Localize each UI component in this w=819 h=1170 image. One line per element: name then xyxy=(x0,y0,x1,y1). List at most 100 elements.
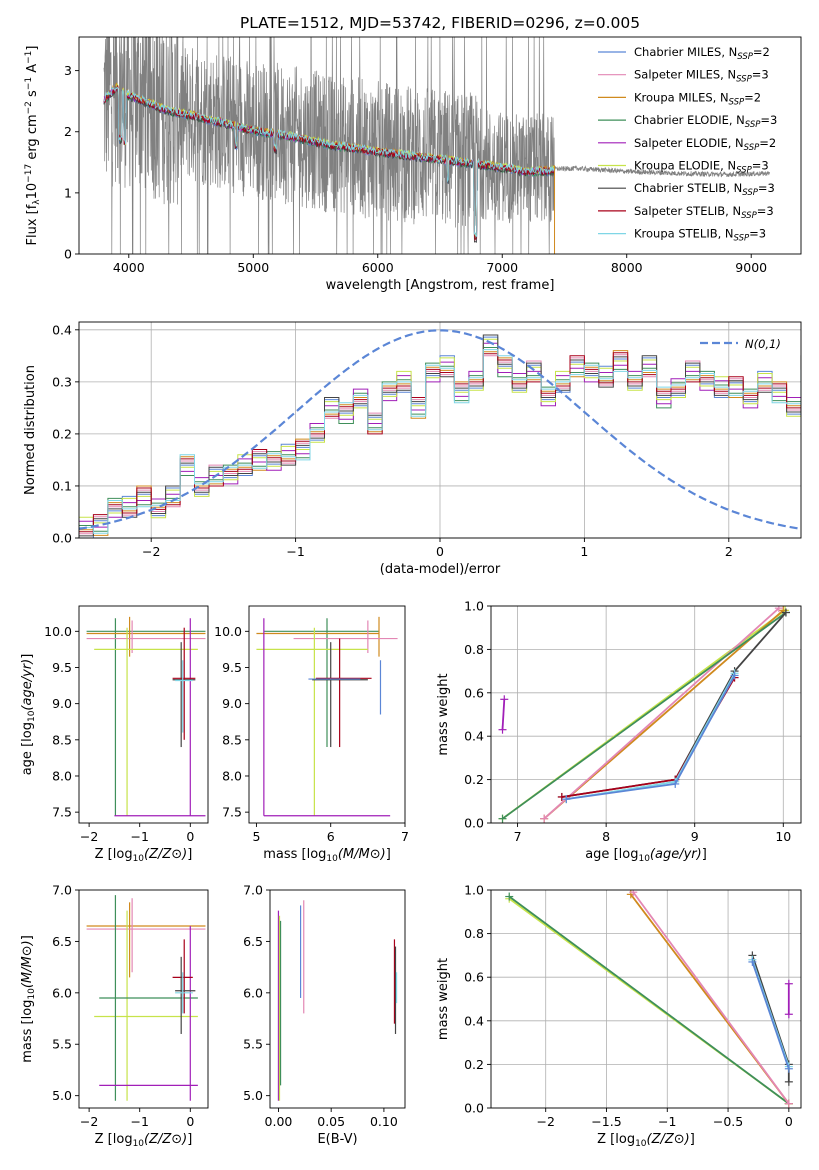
legend-label-2: Kroupa MILES, NSSP=2 xyxy=(634,90,761,107)
figure-title: PLATE=1512, MJD=53742, FIBERID=0296, z=0… xyxy=(240,14,640,32)
model-line-8 xyxy=(103,86,555,238)
weight-line-8 xyxy=(566,674,736,800)
mass-weight-vs-Z-panel: −2 −1.5 −1 −0.5 0 0.0 0.2 0.4 0.6 0.8 1.0 Z [log10(… xyxy=(436,883,802,1149)
plot-area xyxy=(277,900,398,1101)
x-tick-label: 7000 xyxy=(486,260,518,275)
y-tick-label: 5.0 xyxy=(52,1088,72,1103)
weight-line-2 xyxy=(508,895,790,1105)
x-tick-label: 0.10 xyxy=(370,1114,398,1129)
y-tick-label: 7.0 xyxy=(243,883,263,898)
age-vs-mass-panel: 5 6 7 7.5 8.0 8.5 9.0 9.5 10.0 mass [log10(M/M⊙)] xyxy=(214,605,409,864)
histogram-step-3 xyxy=(79,347,801,532)
residuals-panel: −2 −1 0 1 2 0.0 0.1 0.2 0.3 0.4 (data-model)/error… xyxy=(23,321,802,577)
y-tick-label: 0.4 xyxy=(464,1013,484,1028)
y-axis-label: mass [log10(M/M⊙)] xyxy=(20,935,37,1063)
x-tick-label: 2 xyxy=(725,544,733,559)
x-tick-label: 10 xyxy=(775,829,791,844)
x-tick-label: 8000 xyxy=(611,260,643,275)
x-tick-label: 9 xyxy=(691,829,699,844)
x-tick-label: 7 xyxy=(401,829,409,844)
x-tick-label: 4000 xyxy=(113,260,145,275)
x-tick-label: −1.5 xyxy=(591,1114,621,1129)
y-tick-label: 0.0 xyxy=(52,531,72,546)
plot-area xyxy=(256,616,398,817)
axes-frame xyxy=(78,36,802,255)
x-tick-label: 9000 xyxy=(735,260,767,275)
x-tick-label: 5000 xyxy=(237,260,269,275)
legend-label-7: Salpeter STELIB, NSSP=3 xyxy=(634,204,774,221)
axes-frame xyxy=(269,889,406,1109)
x-axis-label: E(B-V) xyxy=(317,1132,357,1147)
axes-frame xyxy=(490,605,802,824)
gaussian-curve xyxy=(79,329,799,530)
legend-label-6: Chabrier STELIB, NSSP=3 xyxy=(634,181,775,198)
y-tick-label: 9.5 xyxy=(222,660,242,675)
mass-weight-vs-age-panel: 7 8 9 10 0.0 0.2 0.4 0.6 0.8 1.0 age [log10(age/yr… xyxy=(436,599,802,864)
y-tick-label: 6.0 xyxy=(243,985,263,1000)
x-tick-label: −2 xyxy=(142,544,160,559)
y-axis-label: Normed distribution xyxy=(23,365,38,495)
y-tick-label: 0.2 xyxy=(464,772,484,787)
x-axis-label: (data-model)/error xyxy=(380,562,501,577)
x-tick-label: 5 xyxy=(252,829,260,844)
x-axis-label: Z [log10(Z/Z⊙)] xyxy=(95,847,193,864)
histogram-step-6 xyxy=(79,334,801,537)
legend-label-0: Chabrier MILES, NSSP=2 xyxy=(634,45,770,62)
y-axis-label: Flux [fλ10−17 erg cm−2 s−1 A−1] xyxy=(24,46,42,246)
spectrum-data-line xyxy=(103,37,771,254)
y-tick-label: 8.5 xyxy=(222,732,242,747)
y-tick-label: 5.0 xyxy=(243,1088,263,1103)
x-tick-label: −1 xyxy=(130,1114,148,1129)
y-tick-label: 0.6 xyxy=(464,685,484,700)
y-tick-label: 7.5 xyxy=(222,805,242,820)
y-tick-label: 6.5 xyxy=(52,934,72,949)
y-tick-label: 0.0 xyxy=(464,1101,484,1116)
y-tick-label: 1.0 xyxy=(464,883,484,898)
x-tick-label: −1 xyxy=(286,544,304,559)
legend-label-gaussian: N(0,1) xyxy=(745,337,781,351)
x-tick-label: 7 xyxy=(514,829,522,844)
y-tick-label: 0.4 xyxy=(464,729,484,744)
y-axis-label: age [log10(age/yr)] xyxy=(20,654,37,776)
plot-area xyxy=(86,895,206,1101)
legend-label-4: Salpeter ELODIE, NSSP=2 xyxy=(634,136,776,153)
y-tick-label: 9.0 xyxy=(52,696,72,711)
y-tick-label: 0.6 xyxy=(464,970,484,985)
legend-label-3: Chabrier ELODIE, NSSP=3 xyxy=(634,113,777,130)
x-tick-label: 0 xyxy=(785,1114,793,1129)
x-tick-label: −2 xyxy=(80,829,98,844)
y-tick-label: 6.5 xyxy=(243,934,263,949)
histogram-step-1 xyxy=(79,354,801,535)
y-tick-label: 0.2 xyxy=(52,426,72,441)
plot-area xyxy=(103,37,771,254)
legend-label-1: Salpeter MILES, NSSP=3 xyxy=(634,68,769,85)
y-tick-label: 0.0 xyxy=(464,816,484,831)
x-axis-label: Z [log10(Z/Z⊙)] xyxy=(95,1132,193,1149)
weight-line-3 xyxy=(543,607,780,820)
histogram-step-7 xyxy=(79,352,801,533)
spectrum-panel: 4000 5000 6000 7000 8000 9000 0 1 2 3 wavelength [… xyxy=(24,36,802,293)
y-tick-label: 8.0 xyxy=(222,768,242,783)
weight-line-4 xyxy=(632,891,790,1105)
mass-vs-Z-panel: −2 −1 0 5.0 5.5 6.0 6.5 7.0 Z [log10(Z/Z⊙)] mass … xyxy=(20,883,209,1149)
y-tick-label: 0.2 xyxy=(464,1057,484,1072)
mass-vs-EBV-panel: 0.00 0.05 0.10 5.0 5.5 6.0 6.5 7.0 E(B-V) xyxy=(243,883,406,1147)
y-tick-label: 10.0 xyxy=(44,624,72,639)
histogram-step-8 xyxy=(79,349,801,534)
x-tick-label: −0.5 xyxy=(713,1114,743,1129)
x-axis-label: mass [log10(M/M⊙)] xyxy=(263,847,391,864)
plot-area xyxy=(79,329,801,538)
x-tick-label: 0.00 xyxy=(265,1114,293,1129)
x-axis-label: Z [log10(Z/Z⊙)] xyxy=(597,1132,695,1149)
y-tick-label: 9.0 xyxy=(222,696,242,711)
y-tick-label: 0.3 xyxy=(52,374,72,389)
weight-line-0 xyxy=(501,699,506,730)
x-tick-label: 1 xyxy=(580,544,588,559)
x-tick-label: 0 xyxy=(436,544,444,559)
y-tick-label: 2 xyxy=(64,124,72,139)
y-tick-label: 5.5 xyxy=(243,1037,263,1052)
axes-frame xyxy=(78,889,209,1109)
y-tick-label: 0.4 xyxy=(52,322,72,337)
plot-area xyxy=(498,606,790,823)
